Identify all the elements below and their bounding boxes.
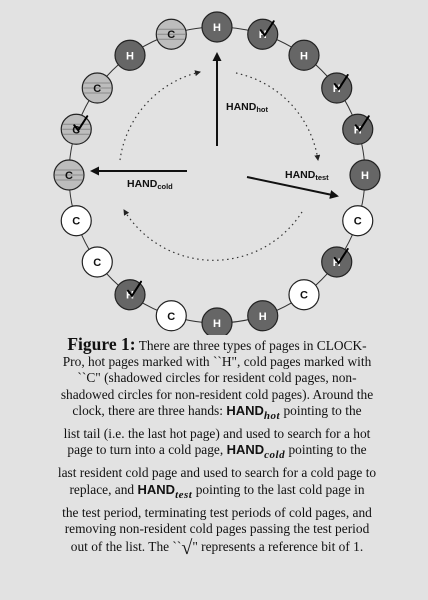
- caption-line-11: removing non-resident cold pages passing…: [48, 521, 386, 537]
- hand-cold-label: HANDcold: [127, 178, 173, 191]
- caption-line-7b: pointing to the: [288, 442, 366, 457]
- page-hot-3: H: [322, 73, 352, 103]
- page-letter: H: [213, 318, 221, 330]
- caption-line-2: Pro, hot pages marked with ``H", cold pa…: [48, 354, 386, 370]
- hand-test-label: HANDtest: [285, 169, 329, 182]
- caption-line-12b: " represents a reference bit of 1.: [192, 539, 363, 554]
- rotation-arc-right: [236, 73, 318, 160]
- caption-line-4: shadowed circles for non-resident cold p…: [48, 387, 386, 403]
- rotation-arc-top: [120, 72, 200, 160]
- caption-line-10: the test period, terminating test period…: [48, 505, 386, 521]
- page-letter: C: [93, 83, 101, 95]
- clock-pro-figure: HANDhot HANDcold HANDtest HHHHHHCHCHHCHC…: [0, 0, 428, 335]
- caption-hand-hot: HAND: [226, 403, 264, 418]
- page-letter: H: [213, 22, 221, 34]
- caption-line-9a: replace, and: [69, 482, 134, 497]
- page-letter: C: [93, 257, 101, 269]
- page-hot-4: H: [343, 114, 373, 144]
- caption-hand-cold: HAND: [227, 442, 265, 457]
- caption-line-7a: page to turn into a cold page,: [67, 442, 223, 457]
- page-hot-2: H: [289, 40, 319, 70]
- caption-line-6: list tail (i.e. the last hot page) and u…: [48, 426, 386, 442]
- rotation-arc-bottom: [124, 210, 302, 260]
- caption-line-5b: pointing to the: [283, 403, 361, 418]
- figure-label: Figure 1:: [67, 334, 135, 354]
- page-cold-resident-16: C: [61, 114, 91, 144]
- page-cold-nonresident-6: C: [343, 206, 373, 236]
- check-mark-icon: √: [181, 537, 192, 559]
- page-cold-nonresident-14: C: [61, 206, 91, 236]
- caption-hand-test: HAND: [138, 482, 176, 497]
- page-hot-18: H: [115, 40, 145, 70]
- page-hot-0: H: [202, 12, 232, 42]
- caption-cold-sub: cold: [264, 449, 285, 461]
- page-letter: C: [300, 290, 308, 302]
- page-letter: H: [126, 50, 134, 62]
- page-letter: C: [72, 216, 80, 228]
- page-letter: C: [167, 29, 175, 41]
- page-cold-resident-19: C: [156, 19, 186, 49]
- caption-line-8: last resident cold page and used to sear…: [48, 465, 386, 481]
- page-cold-nonresident-13: C: [82, 247, 112, 277]
- caption-test-sub: test: [175, 489, 192, 501]
- page-letter: C: [65, 170, 73, 182]
- page-hot-10: H: [202, 308, 232, 335]
- page-cold-nonresident-11: C: [156, 301, 186, 331]
- page-hot-1: H: [248, 19, 278, 49]
- page-hot-7: H: [322, 247, 352, 277]
- page-cold-resident-15: C: [54, 160, 84, 190]
- page-letter: H: [361, 170, 369, 182]
- hand-hot-label: HANDhot: [226, 101, 269, 114]
- page-cold-nonresident-8: C: [289, 280, 319, 310]
- figure-caption: Figure 1: There are three types of pages…: [48, 336, 386, 555]
- caption-line-9b: pointing to the last cold page in: [196, 482, 365, 497]
- page-letter: H: [300, 50, 308, 62]
- page-cold-resident-17: C: [82, 73, 112, 103]
- caption-line-12a: out of the list. The ``: [71, 539, 182, 554]
- page-letter: H: [259, 311, 267, 323]
- page-letter: C: [167, 311, 175, 323]
- page-hot-12: H: [115, 280, 145, 310]
- caption-line-1: There are three types of pages in CLOCK-: [139, 338, 367, 353]
- caption-hot-sub: hot: [264, 410, 280, 422]
- page-hot-9: H: [248, 301, 278, 331]
- caption-line-5a: clock, there are three hands:: [72, 403, 223, 418]
- caption-line-3: ``C" (shadowed circles for resident cold…: [48, 370, 386, 386]
- page-letter: C: [354, 216, 362, 228]
- page-hot-5: H: [350, 160, 380, 190]
